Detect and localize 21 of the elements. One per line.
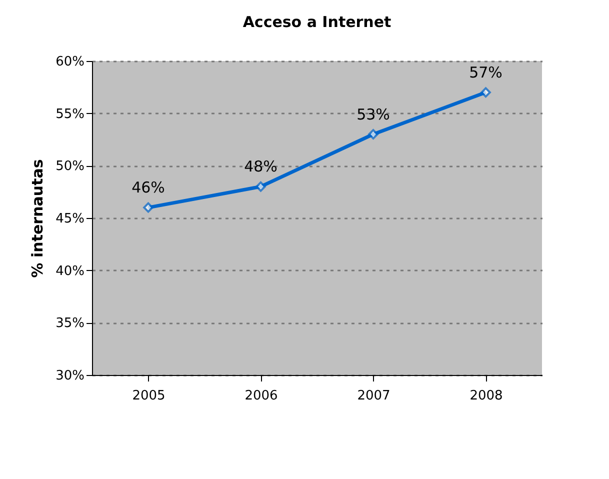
data-label: 48%	[244, 158, 278, 176]
data-label: 46%	[132, 178, 165, 197]
x-tick-label: 2005	[132, 388, 166, 404]
point	[368, 129, 378, 140]
y-tick-label: 60%	[56, 54, 84, 70]
y-tick-label: 45%	[56, 212, 84, 226]
y-tick-label: 55%	[56, 106, 84, 122]
data-label: 57%	[469, 63, 502, 82]
y-tick-label: 50%	[56, 159, 84, 174]
x-tick-label: 2006	[244, 388, 278, 404]
x-tick-label: 2007	[357, 388, 390, 404]
point	[143, 202, 154, 213]
y-tick-label: 30%	[56, 368, 84, 384]
y-tick-label: 35%	[56, 316, 84, 332]
chart-title: Acceso a Internet	[242, 13, 392, 31]
point	[256, 181, 266, 192]
x-tick-label: 2008	[470, 388, 503, 404]
data-label: 53%	[356, 105, 390, 124]
y-tick-label: 40%	[56, 264, 84, 279]
y-axis-title: % internautas	[28, 159, 47, 278]
point	[480, 87, 491, 98]
